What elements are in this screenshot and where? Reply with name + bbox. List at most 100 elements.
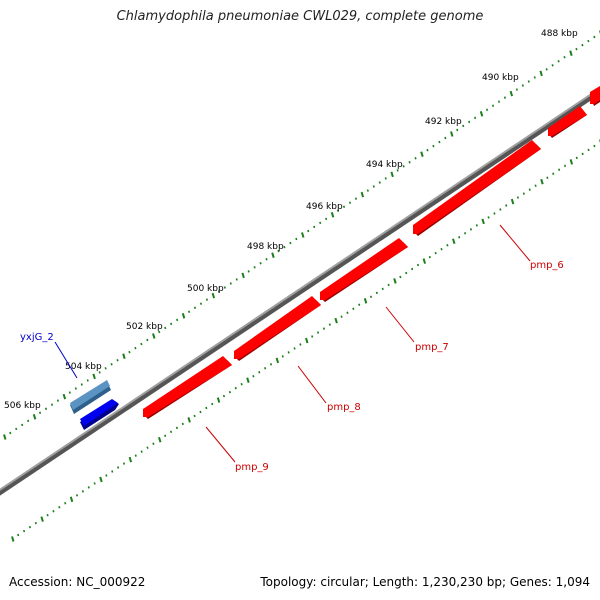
inner-ring-minor-tick: [475, 224, 478, 227]
inner-ring-minor-tick: [46, 513, 49, 517]
outer-ring-minor-tick: [444, 136, 447, 140]
inner-ring-major-tick: [569, 159, 574, 165]
genome-summary-text: Topology: circular; Length: 1,230,230 bp…: [260, 575, 590, 589]
inner-ring-minor-tick: [17, 533, 20, 537]
outer-ring-major-tick: [390, 171, 394, 178]
outer-ring-major-tick: [360, 191, 365, 198]
inner-ring-minor-tick: [522, 192, 525, 195]
inner-ring-minor-tick: [416, 263, 420, 267]
inner-ring-minor-tick: [193, 414, 196, 418]
outer-ring-minor-tick: [164, 326, 167, 330]
inner-ring-major-tick: [393, 278, 397, 284]
inner-ring-minor-tick: [181, 422, 184, 426]
inner-ring-minor-tick: [528, 188, 531, 191]
outer-ring-minor-tick: [110, 363, 113, 366]
inner-ring-minor-tick: [281, 355, 284, 358]
inner-ring-minor-tick: [164, 434, 167, 438]
outer-ring-minor-tick: [104, 367, 107, 370]
outer-ring-major-tick: [3, 434, 7, 440]
inner-ring-minor-tick: [534, 184, 537, 187]
outer-ring-minor-tick: [170, 322, 173, 326]
inner-ring-major-tick: [481, 218, 485, 225]
inner-ring-minor-tick: [134, 454, 137, 457]
outer-ring-major-tick: [271, 252, 275, 258]
inner-ring-minor-tick: [140, 450, 143, 453]
outer-ring-minor-tick: [98, 371, 101, 374]
inner-ring-minor-tick: [369, 295, 373, 299]
outer-ring-minor-tick: [456, 128, 459, 132]
pmp-9-leader: [205, 426, 236, 463]
inner-ring-major-tick: [187, 417, 191, 423]
inner-ring-major-tick: [40, 516, 44, 522]
inner-ring-minor-tick: [240, 382, 243, 386]
outer-ring-major-tick: [211, 292, 216, 299]
inner-ring-minor-tick: [405, 271, 408, 275]
inner-ring-minor-tick: [469, 228, 473, 231]
outer-ring-minor-tick: [74, 387, 77, 390]
inner-ring-minor-tick: [563, 164, 567, 168]
inner-ring-minor-tick: [117, 466, 120, 469]
outer-ring-major-tick: [241, 272, 245, 279]
outer-ring-minor-tick: [50, 403, 54, 406]
gene-pmp-9-arrow: [143, 356, 232, 417]
outer-ring-minor-tick: [474, 116, 477, 120]
inner-ring-major-tick: [99, 476, 103, 483]
tick-label-group: 488 kbp 490 kbp 492 kbp 494 kbp 496 kbp …: [4, 29, 578, 411]
inner-ring-major-tick: [510, 198, 515, 205]
inner-ring-minor-tick: [575, 156, 578, 160]
inner-ring-minor-tick: [493, 212, 496, 215]
inner-ring-minor-tick: [64, 502, 67, 505]
outer-ring-minor-tick: [289, 241, 292, 245]
outer-ring-minor-tick: [27, 419, 30, 423]
inner-ring-minor-tick: [505, 204, 508, 207]
inner-ring-minor-tick: [58, 506, 61, 509]
tick-label-498: 498 kbp: [247, 242, 284, 252]
inner-ring-minor-tick: [558, 168, 561, 172]
inner-ring-minor-tick: [52, 509, 55, 513]
inner-ring-minor-tick: [381, 287, 384, 291]
outer-ring-major-tick: [301, 232, 305, 238]
outer-ring-minor-tick: [581, 43, 584, 47]
outer-ring-minor-tick: [56, 399, 60, 402]
inner-ring-minor-tick: [81, 490, 84, 493]
gene-pmp-7-arrow: [320, 238, 408, 300]
outer-ring-major-tick: [152, 333, 156, 339]
forward-feature-group: [143, 86, 600, 419]
outer-ring-minor-tick: [527, 80, 530, 83]
outer-ring-major-tick: [62, 393, 67, 400]
outer-ring-minor-tick: [462, 124, 465, 128]
outer-ring-minor-tick: [86, 379, 89, 382]
outer-ring-minor-tick: [146, 338, 149, 342]
inner-ring-minor-tick: [434, 251, 437, 255]
inner-ring-major-tick: [452, 238, 456, 245]
outer-ring-minor-tick: [158, 330, 161, 334]
outer-ring-major-tick: [479, 111, 484, 117]
inner-ring-minor-tick: [587, 148, 590, 152]
gene-extra-arrow-2: [590, 86, 600, 104]
inner-tick-ring: [11, 139, 600, 542]
outer-ring-minor-tick: [259, 262, 262, 265]
inner-ring-minor-tick: [22, 529, 26, 533]
inner-ring-minor-tick: [299, 343, 302, 346]
inner-ring-minor-tick: [93, 482, 96, 485]
inner-ring-minor-tick: [399, 275, 402, 279]
outer-ring-minor-tick: [342, 205, 346, 208]
inner-ring-minor-tick: [593, 144, 596, 148]
gene-label-pmp-8: pmp_8: [327, 402, 361, 413]
inner-ring-minor-tick: [346, 311, 349, 314]
outer-ring-minor-tick: [336, 209, 340, 212]
outer-ring-major-tick: [509, 90, 514, 97]
outer-ring-minor-tick: [551, 64, 554, 67]
gene-label-pmp-9: pmp_9: [235, 462, 269, 473]
inner-ring-minor-tick: [199, 410, 202, 414]
inner-ring-minor-tick: [311, 335, 314, 338]
outer-ring-minor-tick: [295, 237, 298, 241]
inner-ring-minor-tick: [228, 390, 231, 394]
inner-ring-minor-tick: [205, 406, 208, 410]
inner-ring-minor-tick: [581, 152, 584, 156]
outer-ring-minor-tick: [253, 266, 256, 269]
genome-backbone: [0, 87, 600, 491]
outer-ring-minor-tick: [247, 270, 250, 273]
outer-ring-minor-tick: [38, 411, 42, 414]
reverse-feature-group: [70, 380, 119, 430]
